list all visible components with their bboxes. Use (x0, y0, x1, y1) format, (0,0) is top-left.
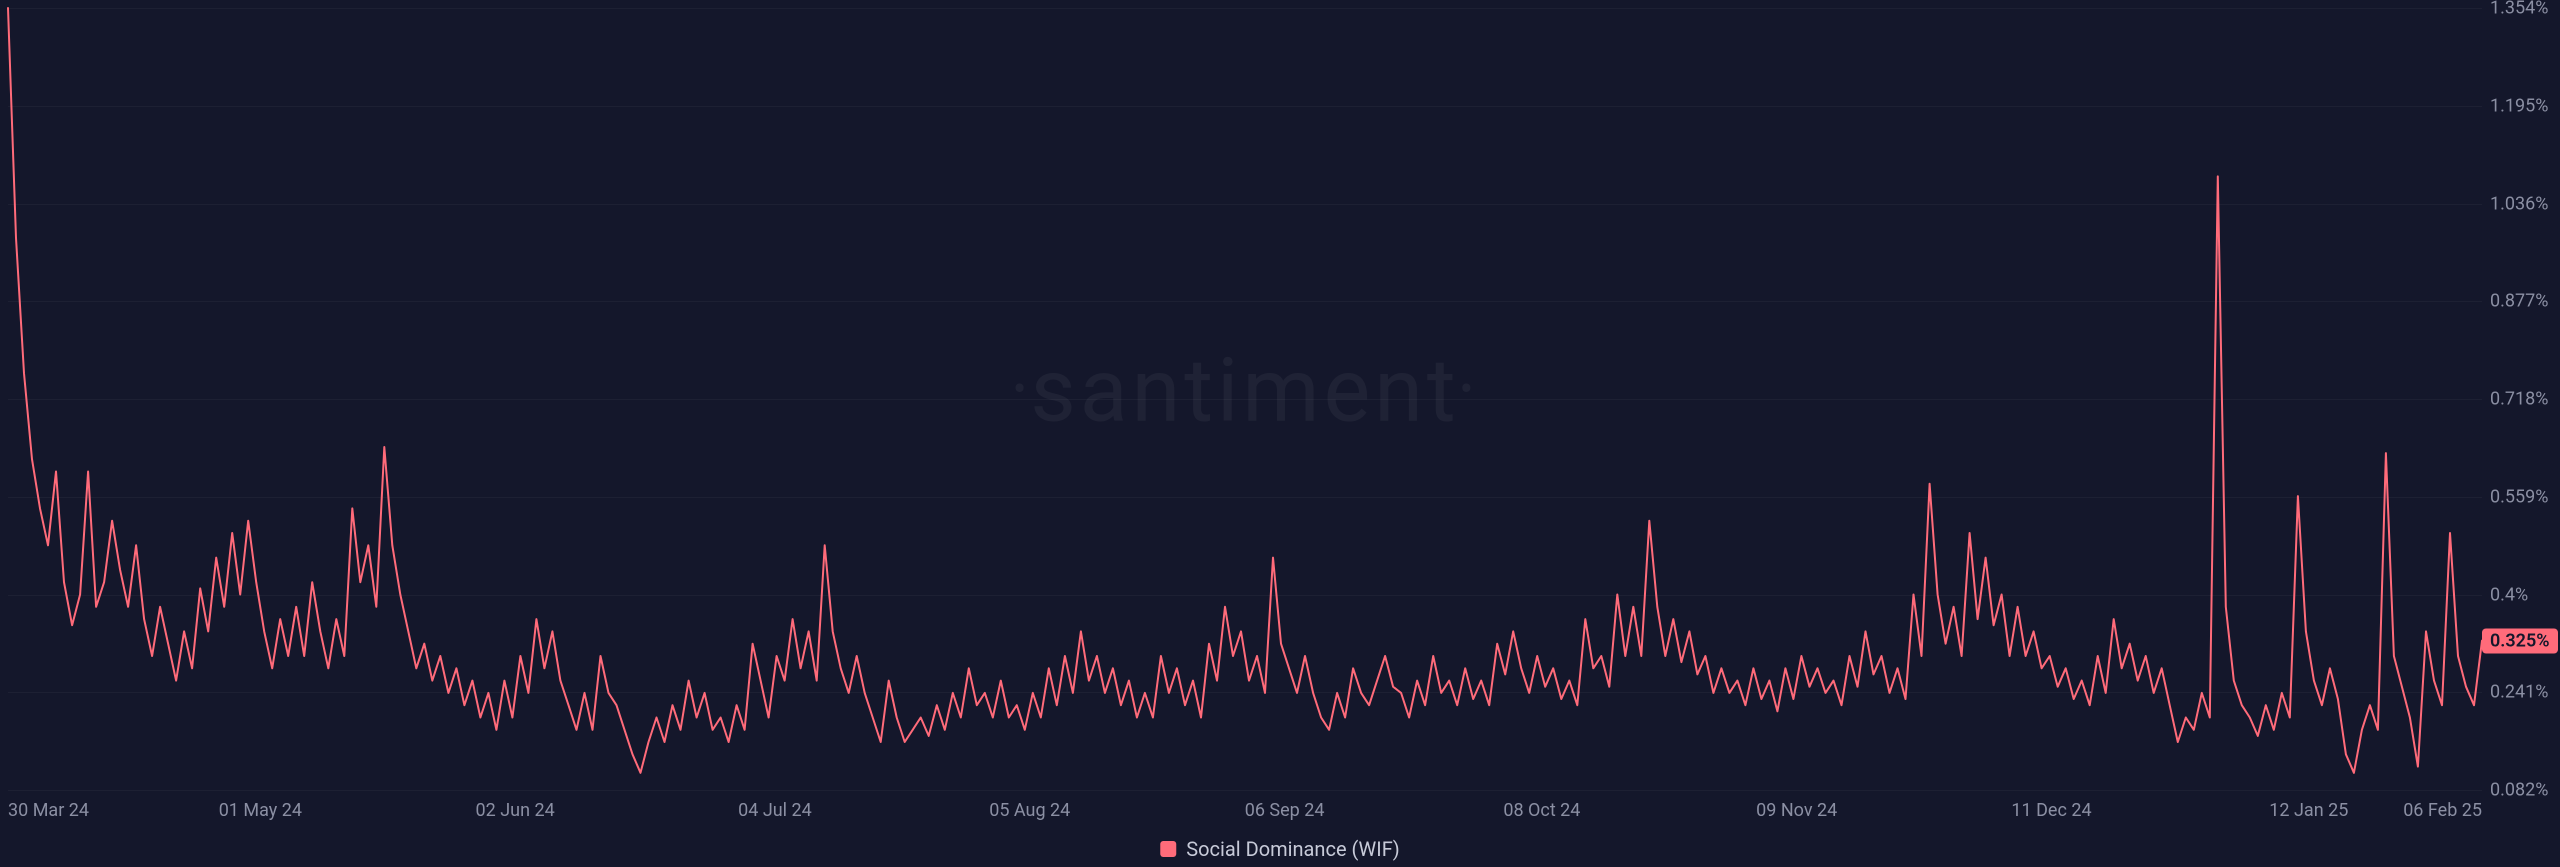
legend-swatch (1160, 841, 1176, 857)
y-axis: 0.082%0.241%0.4%0.559%0.718%0.877%1.036%… (2482, 8, 2560, 790)
x-tick-label: 08 Oct 24 (1503, 800, 1580, 821)
y-tick-label: 1.195% (2490, 95, 2548, 116)
y-tick-label: 1.354% (2490, 0, 2548, 19)
y-tick-label: 0.4% (2490, 584, 2528, 605)
legend-label: Social Dominance (WIF) (1186, 837, 1399, 861)
chart-container: •santiment• 0.082% 0.241% 0.4% 0.559% 0.718%… (0, 0, 2560, 867)
x-tick-label: 01 May 24 (219, 800, 302, 821)
y-tick-label: 0.559% (2490, 486, 2548, 507)
x-tick-label: 06 Feb 25 (2403, 800, 2482, 821)
x-tick-label: 11 Dec 24 (2011, 800, 2091, 821)
y-current-chip: 0.325% (2482, 628, 2558, 653)
x-axis: 30 Mar 24 01 May 24 02 Jun 24 04 Jul 24 05 A… (8, 800, 2482, 830)
x-tick-label: 09 Nov 24 (1756, 800, 1837, 821)
plot-area[interactable]: •santiment• (8, 8, 2482, 790)
x-tick-label: 30 Mar 24 (8, 800, 89, 821)
x-tick-label: 06 Sep 24 (1245, 800, 1325, 821)
series-line (8, 8, 2482, 790)
y-tick-label: 0.718% (2490, 389, 2548, 410)
y-tick-label: 0.082% (2490, 780, 2548, 801)
y-tick-label: 1.036% (2490, 193, 2548, 214)
y-tick-label: 0.877% (2490, 291, 2548, 312)
x-tick-label: 02 Jun 24 (476, 800, 555, 821)
x-tick-label: 12 Jan 25 (2269, 800, 2348, 821)
x-tick-label: 04 Jul 24 (738, 800, 812, 821)
y-tick-label: 0.241% (2490, 682, 2548, 703)
legend: Social Dominance (WIF) (1160, 837, 1399, 861)
x-tick-label: 05 Aug 24 (989, 800, 1070, 821)
